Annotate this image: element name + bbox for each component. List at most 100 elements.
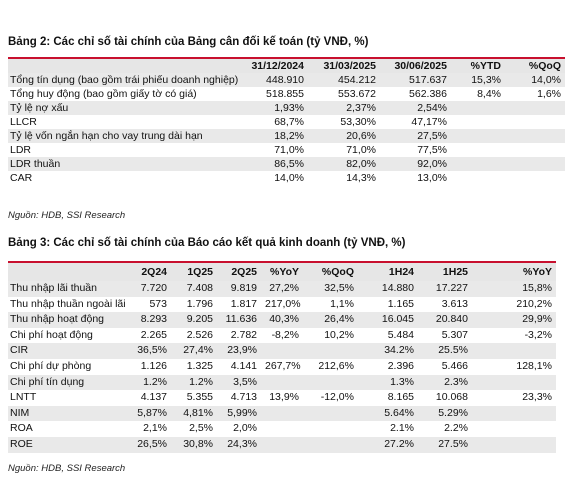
- value-cell: 553.672: [338, 88, 376, 100]
- value-cell: 15,8%: [522, 282, 552, 294]
- header-row: 2Q24 1Q25 2Q25 %YoY %QoQ 1H24 1H25 %YoY: [8, 262, 556, 281]
- value-cell: [451, 101, 505, 115]
- value-cell: [451, 115, 505, 129]
- value-cell: 5.466: [441, 359, 468, 372]
- value-cell: 86,5%: [274, 158, 304, 170]
- table-row: CIR 36,5% 27,4% 23,9% 34.2% 25.5%: [8, 343, 556, 359]
- header-cell: 1H24: [388, 266, 414, 278]
- header-cell: 2Q25: [231, 266, 257, 278]
- row-label: ROE: [10, 437, 33, 450]
- value-cell: 14,0%: [531, 74, 561, 86]
- row-label: CIR: [10, 344, 29, 357]
- table-row: LLCR 68,7% 53,30% 47,17%: [8, 115, 565, 129]
- value-cell: 40,3%: [269, 313, 299, 326]
- value-cell: [303, 421, 358, 437]
- value-cell: 5.29%: [438, 406, 468, 419]
- value-cell: 77,5%: [417, 144, 447, 156]
- header-cell: [8, 58, 238, 73]
- value-cell: 5,87%: [137, 406, 167, 419]
- table-title: Bảng 3: Các chỉ số tài chính của Báo cáo…: [8, 237, 406, 249]
- source-note: Nguồn: HDB, SSI Research: [8, 210, 126, 221]
- value-cell: 13,0%: [417, 172, 447, 184]
- value-cell: [505, 143, 565, 157]
- value-cell: 4.137: [140, 391, 167, 404]
- table-row: ROE 26,5% 30,8% 24,3% 27.2% 27.5%: [8, 436, 556, 453]
- table-row: Tổng tín dụng (bao gồm trái phiếu doanh …: [8, 73, 565, 87]
- table-row: LNTT 4.137 5.355 4.713 13,9% -12,0% 8.165 10.06…: [8, 390, 556, 406]
- value-cell: 3,5%: [233, 375, 257, 388]
- value-cell: 2.2%: [444, 422, 468, 435]
- table-row: LDR thuần 86,5% 82,0% 92,0%: [8, 157, 565, 171]
- value-cell: [261, 406, 303, 422]
- value-cell: 10.068: [435, 391, 468, 404]
- value-cell: 212,6%: [318, 359, 354, 372]
- row-label: Thu nhập lãi thuần: [10, 282, 97, 294]
- income-table: 2Q24 1Q25 2Q25 %YoY %QoQ 1H24 1H25 %YoY Thu nhập…: [8, 261, 556, 453]
- row-label: Chi phí hoạt động: [10, 328, 93, 341]
- value-cell: 454.212: [338, 74, 376, 86]
- value-cell: 27,5%: [417, 130, 447, 142]
- value-cell: 23,3%: [522, 391, 552, 404]
- value-cell: 2.782: [230, 328, 257, 341]
- header-cell: %QoQ: [528, 60, 561, 72]
- value-cell: 20,6%: [346, 130, 376, 142]
- value-cell: 1.325: [186, 359, 213, 372]
- header-cell: %YTD: [470, 60, 501, 72]
- value-cell: 5.64%: [384, 406, 414, 419]
- header-cell: 30/06/2025: [394, 60, 447, 72]
- value-cell: 53,30%: [340, 116, 376, 128]
- value-cell: 29,9%: [522, 313, 552, 326]
- value-cell: 68,7%: [274, 116, 304, 128]
- value-cell: [472, 343, 556, 359]
- value-cell: 217,0%: [265, 297, 301, 310]
- table-row: Chi phí tín dụng 1.2% 1.2% 3,5% 1.3% 2.3%: [8, 374, 556, 391]
- value-cell: [505, 157, 565, 171]
- row-label: Tổng huy động (bao gồm giấy tờ có giá): [10, 88, 197, 100]
- row-label: LLCR: [10, 116, 37, 128]
- balance-table: 31/12/2024 31/03/2025 30/06/2025 %YTD %QoQ Tổ…: [8, 57, 565, 185]
- table-row: Thu nhập thuần ngoài lãi 573 1.796 1.817 217…: [8, 297, 556, 313]
- value-cell: 2,1%: [143, 422, 167, 435]
- value-cell: 36,5%: [137, 344, 167, 357]
- value-cell: 2.396: [387, 359, 414, 372]
- value-cell: [505, 171, 565, 185]
- header-cell: %YoY: [270, 266, 299, 278]
- value-cell: 573: [149, 297, 167, 310]
- value-cell: 25.5%: [438, 344, 468, 357]
- table-row: Tỷ lệ vốn ngắn hạn cho vay trung dài hạn…: [8, 129, 565, 143]
- header-cell: 1H25: [442, 266, 468, 278]
- value-cell: 14,0%: [274, 172, 304, 184]
- value-cell: 27.2%: [384, 437, 414, 450]
- value-cell: 1.126: [140, 359, 167, 372]
- value-cell: [451, 129, 505, 143]
- table-row: Chi phí hoạt động 2.265 2.526 2.782 -8,2% 10,…: [8, 328, 556, 344]
- value-cell: 2,54%: [417, 102, 447, 114]
- table-row: LDR 71,0% 71,0% 77,5%: [8, 143, 565, 157]
- row-label: Thu nhập thuần ngoài lãi: [10, 297, 126, 310]
- value-cell: 448.910: [266, 74, 304, 86]
- value-cell: [451, 157, 505, 171]
- value-cell: [505, 101, 565, 115]
- value-cell: 9.819: [230, 282, 257, 294]
- value-cell: 18,2%: [274, 130, 304, 142]
- value-cell: 2.265: [140, 328, 167, 341]
- value-cell: 20.840: [435, 313, 468, 326]
- value-cell: 47,17%: [411, 116, 447, 128]
- value-cell: 2,0%: [233, 422, 257, 435]
- value-cell: [261, 375, 303, 391]
- value-cell: 7.408: [186, 282, 213, 294]
- value-cell: 30,8%: [183, 437, 213, 450]
- value-cell: 16.045: [381, 313, 414, 326]
- value-cell: 7.720: [140, 282, 167, 294]
- header-row: 31/12/2024 31/03/2025 30/06/2025 %YTD %QoQ: [8, 58, 565, 73]
- table-row: Chi phí dự phòng 1.126 1.325 4.141 267,7% 212…: [8, 359, 556, 375]
- header-cell: %YoY: [523, 266, 552, 278]
- value-cell: -8,2%: [271, 328, 299, 341]
- value-cell: 8.293: [140, 313, 167, 326]
- value-cell: 9.205: [186, 313, 213, 326]
- value-cell: 71,0%: [274, 144, 304, 156]
- value-cell: 210,2%: [516, 297, 552, 310]
- value-cell: 23,9%: [227, 344, 257, 357]
- value-cell: [451, 143, 505, 157]
